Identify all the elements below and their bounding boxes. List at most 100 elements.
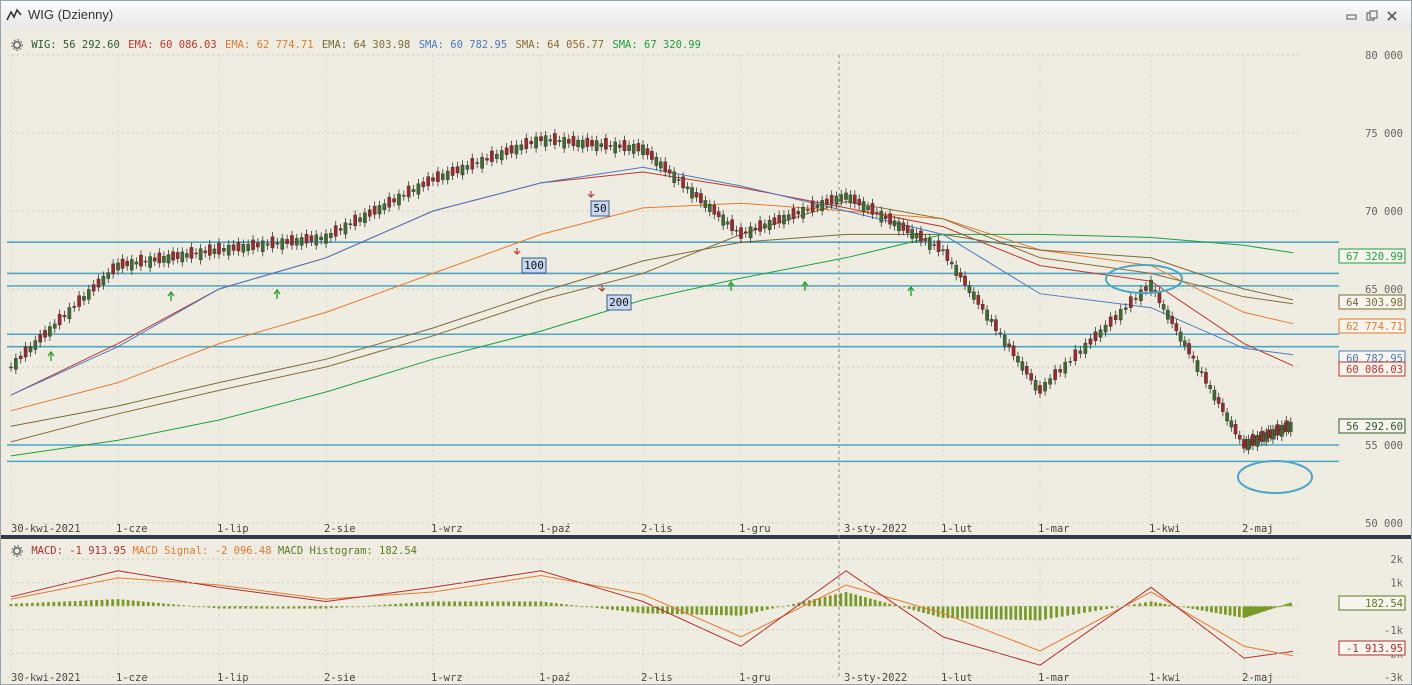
histogram-bar — [1214, 606, 1218, 614]
gear-icon[interactable] — [11, 545, 23, 557]
candle-body — [1255, 435, 1260, 447]
histogram-bar — [469, 601, 473, 607]
candle-body — [914, 233, 919, 239]
candle-body — [411, 189, 416, 192]
histogram-bar — [580, 606, 584, 608]
candle-body — [198, 248, 203, 261]
candle-body — [265, 243, 270, 246]
candle-body — [43, 330, 47, 338]
candle-body — [923, 238, 928, 242]
moving-average-line — [10, 201, 1294, 443]
histogram-bar — [217, 606, 221, 609]
histogram-bar — [951, 606, 955, 619]
value-tag-label: 56 292.60 — [1346, 421, 1403, 433]
candle-body — [571, 135, 576, 147]
histogram-bar — [167, 603, 170, 607]
histogram-bar — [496, 601, 500, 607]
histogram-bar — [14, 603, 18, 607]
candle-body — [57, 313, 62, 326]
candle-body — [372, 205, 377, 215]
candle-body — [645, 148, 650, 156]
price-axis-label: 70 000 — [1365, 206, 1403, 218]
histogram-bar — [685, 606, 689, 615]
candle-body — [716, 211, 721, 218]
histogram-bar — [415, 602, 419, 607]
candle-body — [9, 366, 13, 369]
value-tag-label: 62 774.71 — [1346, 321, 1403, 333]
histogram-bar — [111, 599, 115, 607]
candle-body — [129, 259, 134, 271]
candle-body — [333, 225, 338, 237]
histogram-bar — [404, 603, 408, 607]
candle-body — [998, 332, 1003, 335]
minimize-icon[interactable] — [1345, 9, 1359, 23]
candle-body — [734, 230, 739, 232]
candle-body — [1123, 307, 1128, 310]
histogram-bar — [100, 599, 104, 607]
histogram-bar — [388, 604, 392, 607]
candle-body — [941, 249, 945, 251]
histogram-bar — [9, 603, 13, 607]
candle-body — [910, 228, 914, 239]
candle-body — [441, 173, 445, 181]
value-tag-box — [1338, 361, 1406, 377]
candle-body — [1204, 372, 1208, 384]
candle-body — [1020, 361, 1025, 371]
candle-body — [1199, 371, 1204, 373]
candle-body — [406, 185, 411, 198]
candle-body — [825, 198, 829, 205]
histogram-bar — [560, 603, 563, 607]
candle-body — [87, 289, 91, 300]
histogram-bar — [823, 596, 827, 607]
date-axis-label: 2-lis — [641, 523, 673, 535]
candle-body — [402, 195, 406, 197]
histogram-bar — [590, 606, 594, 608]
histogram-bar — [776, 606, 780, 608]
candle-body — [480, 156, 484, 169]
candle-body — [618, 144, 622, 148]
value-tag-box — [1338, 595, 1406, 611]
histogram-bar — [1099, 606, 1103, 610]
gear-icon[interactable] — [11, 39, 23, 51]
macd-line — [10, 570, 1294, 666]
candle-body — [222, 248, 226, 252]
macd-legend: MACD: -1 913.95 MACD Signal: -2 096.48 M… — [11, 545, 417, 557]
candle-body — [1280, 425, 1284, 437]
candle-body — [338, 228, 343, 231]
candle-body — [801, 206, 805, 219]
candle-body — [514, 144, 519, 155]
candle-body — [608, 145, 613, 147]
candle-body — [185, 253, 189, 258]
value-tag-label: 182.54 — [1365, 598, 1403, 610]
candle-body — [82, 296, 86, 301]
histogram-bar — [442, 601, 446, 607]
histogram-bar — [600, 606, 604, 609]
candle-body — [543, 135, 548, 147]
candle-body — [162, 255, 166, 263]
histogram-bar — [453, 601, 456, 607]
histogram-bar — [844, 592, 848, 607]
candle-body — [1053, 369, 1057, 381]
candle-body — [708, 204, 712, 213]
candle-body — [1144, 286, 1148, 291]
candle-body — [143, 260, 148, 263]
histogram-bar — [222, 606, 226, 609]
candle-body — [106, 272, 111, 279]
histogram-bar — [1242, 606, 1246, 618]
candle-body — [901, 222, 906, 231]
restore-icon[interactable] — [1365, 9, 1379, 23]
crossover-marker-box — [521, 257, 547, 274]
histogram-bar — [570, 605, 573, 607]
candle-body — [194, 252, 198, 255]
histogram-bar — [1077, 606, 1081, 614]
candle-body — [659, 161, 663, 169]
candle-body — [576, 139, 580, 148]
candle-body — [1048, 378, 1052, 385]
candle-body — [348, 223, 353, 226]
candle-body — [663, 161, 668, 173]
close-icon[interactable] — [1385, 9, 1399, 23]
date-axis-label: 3-sty-2022 — [844, 523, 907, 535]
histogram-bar — [458, 601, 462, 607]
histogram-bar — [1024, 606, 1027, 621]
